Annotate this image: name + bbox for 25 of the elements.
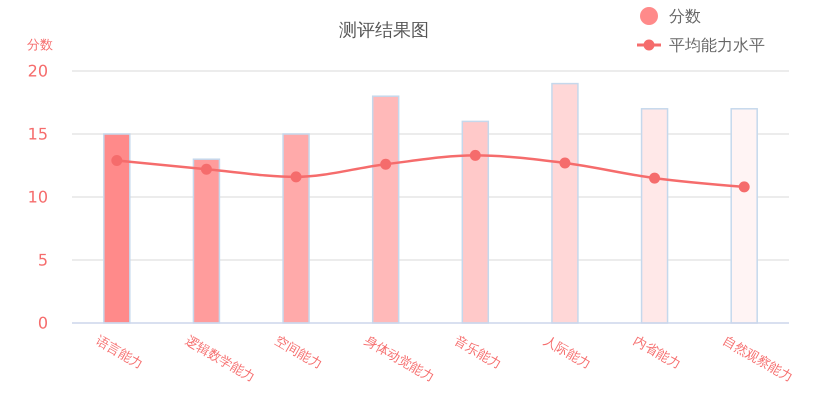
- x-tick-label: 音乐能力: [451, 333, 504, 372]
- legend-label: 平均能力水平: [669, 36, 765, 55]
- point: [200, 164, 212, 175]
- chart-title: 测评结果图: [339, 20, 429, 41]
- point: [649, 172, 660, 184]
- x-tick-label: 身体动觉能力: [362, 333, 437, 386]
- x-tick-label: 空间能力: [272, 333, 325, 372]
- point: [738, 181, 750, 192]
- x-tick-label: 自然观察能力: [720, 332, 796, 386]
- legend-label: 分数: [669, 6, 701, 26]
- point: [470, 150, 481, 161]
- y-tick-label: 20: [28, 62, 48, 81]
- x-tick-label: 内省能力: [630, 333, 684, 372]
- y-tick-label: 5: [38, 250, 48, 270]
- y-tick-label: 15: [28, 124, 48, 144]
- y-tick-label: 0: [38, 314, 48, 333]
- x-tick-label: 逻辑数学能力: [182, 333, 258, 386]
- point: [559, 157, 570, 168]
- x-tick-label: 人际能力: [540, 333, 594, 372]
- y-tick-label: 10: [28, 188, 48, 207]
- y-axis-title: 分数: [27, 38, 53, 53]
- x-tick-label: 语言能力: [92, 332, 146, 372]
- point: [380, 158, 392, 170]
- point: [290, 171, 302, 182]
- point: [111, 154, 122, 166]
